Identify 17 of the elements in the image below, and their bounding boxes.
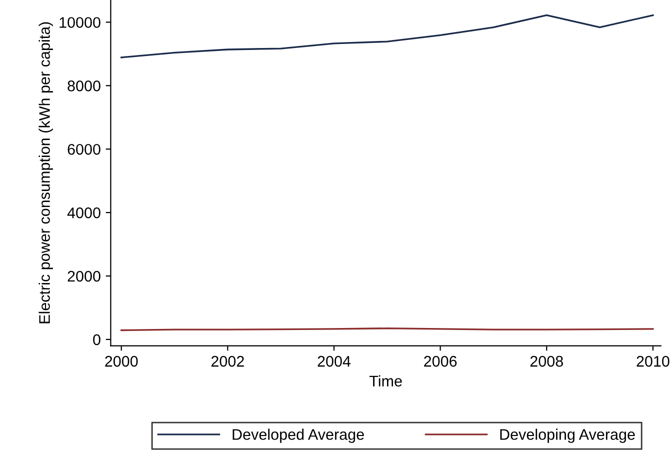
y-axis-title: Electric power consumption (kWh per capita) [38, 22, 53, 324]
x-tick-label: 2006 [424, 356, 457, 367]
x-tick-label: 2002 [211, 356, 244, 367]
x-axis-title: Time [369, 375, 402, 387]
x-tick-label: 2010 [636, 356, 670, 367]
legend-label: Developed Average [232, 428, 364, 443]
y-tick-label: 6000 [68, 144, 100, 155]
x-tick-label: 2000 [105, 356, 138, 367]
x-tick-label: 2008 [530, 356, 563, 367]
y-tick-label: 0 [93, 334, 100, 346]
y-tick-label: 8000 [68, 80, 100, 92]
y-tick-label: 10000 [60, 17, 100, 28]
x-tick-label: 2004 [318, 356, 351, 367]
y-tick-label: 2000 [68, 270, 100, 282]
legend-label: Developing Average [500, 428, 635, 443]
y-tick-label: 4000 [67, 207, 100, 218]
line-series [120, 14, 654, 58]
